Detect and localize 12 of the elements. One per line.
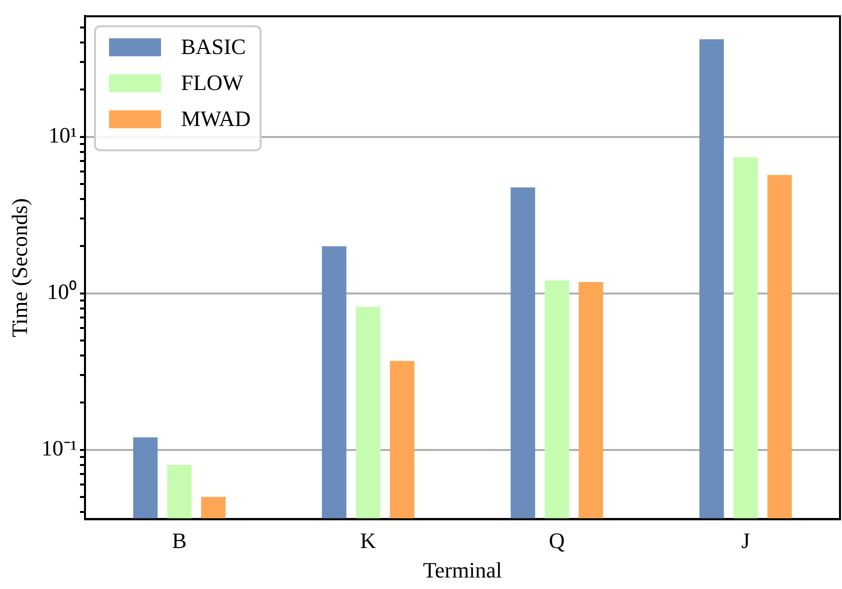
x-tick-label: J xyxy=(741,528,750,554)
y-tick-label: 10⁰ xyxy=(46,279,77,304)
legend-label: FLOW xyxy=(180,70,244,95)
y-tick-label: 10¹ xyxy=(48,122,77,148)
x-tick-label: B xyxy=(172,528,187,554)
y-axis-title: Time (Seconds) xyxy=(6,198,32,338)
x-axis-title: Terminal xyxy=(422,558,502,583)
y-tick-label: 10⁻¹ xyxy=(41,436,77,461)
legend-label: MWAD xyxy=(180,106,251,131)
x-tick-label: K xyxy=(360,528,376,554)
legend-label: BASIC xyxy=(180,34,246,59)
x-tick-label: Q xyxy=(548,528,565,554)
